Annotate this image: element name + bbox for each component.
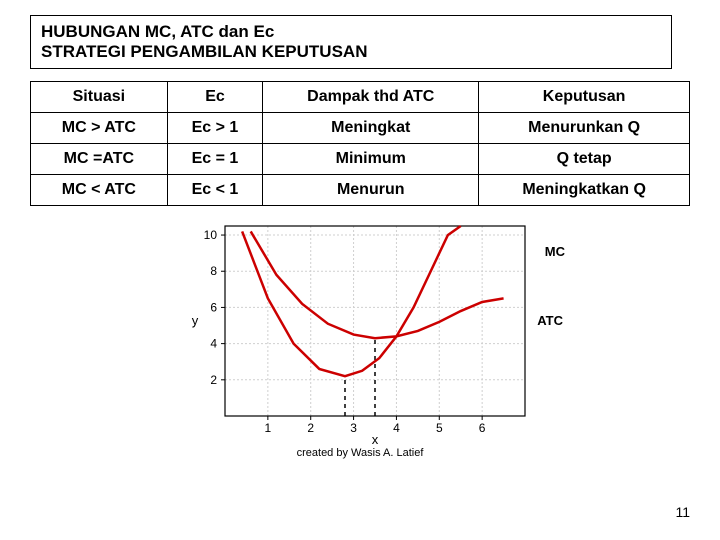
svg-text:6: 6 [210, 300, 217, 314]
svg-text:8: 8 [210, 264, 217, 278]
chart-container: 123456246810yx MC ATC [175, 216, 545, 451]
table-row: MC =ATC Ec = 1 Minimum Q tetap [31, 144, 690, 175]
svg-text:4: 4 [210, 337, 217, 351]
col-dampak: Dampak thd ATC [263, 82, 479, 113]
table-row: MC < ATC Ec < 1 Menurun Meningkatkan Q [31, 175, 690, 206]
page-number: 11 [675, 504, 690, 520]
svg-text:5: 5 [436, 421, 443, 435]
svg-text:4: 4 [393, 421, 400, 435]
decision-table: Situasi Ec Dampak thd ATC Keputusan MC >… [30, 81, 690, 206]
svg-text:1: 1 [265, 421, 272, 435]
svg-text:6: 6 [479, 421, 486, 435]
col-ec: Ec [167, 82, 262, 113]
svg-text:x: x [372, 432, 379, 446]
title-line-2: STRATEGI PENGAMBILAN KEPUTUSAN [41, 42, 661, 62]
title-line-1: HUBUNGAN MC, ATC dan Ec [41, 22, 661, 42]
svg-text:y: y [192, 313, 199, 328]
title-box: HUBUNGAN MC, ATC dan Ec STRATEGI PENGAMB… [30, 15, 672, 69]
col-situasi: Situasi [31, 82, 168, 113]
col-keputusan: Keputusan [479, 82, 690, 113]
table-row: MC > ATC Ec > 1 Meningkat Menurunkan Q [31, 113, 690, 144]
svg-text:2: 2 [210, 373, 217, 387]
svg-text:2: 2 [307, 421, 314, 435]
svg-text:3: 3 [350, 421, 357, 435]
atc-curve-label: ATC [537, 313, 563, 328]
svg-text:10: 10 [204, 228, 218, 242]
mc-curve-label: MC [545, 244, 565, 259]
cost-curves-chart: 1 2 3 4 5 6 2 4 6 8 10 y x [175, 216, 545, 446]
